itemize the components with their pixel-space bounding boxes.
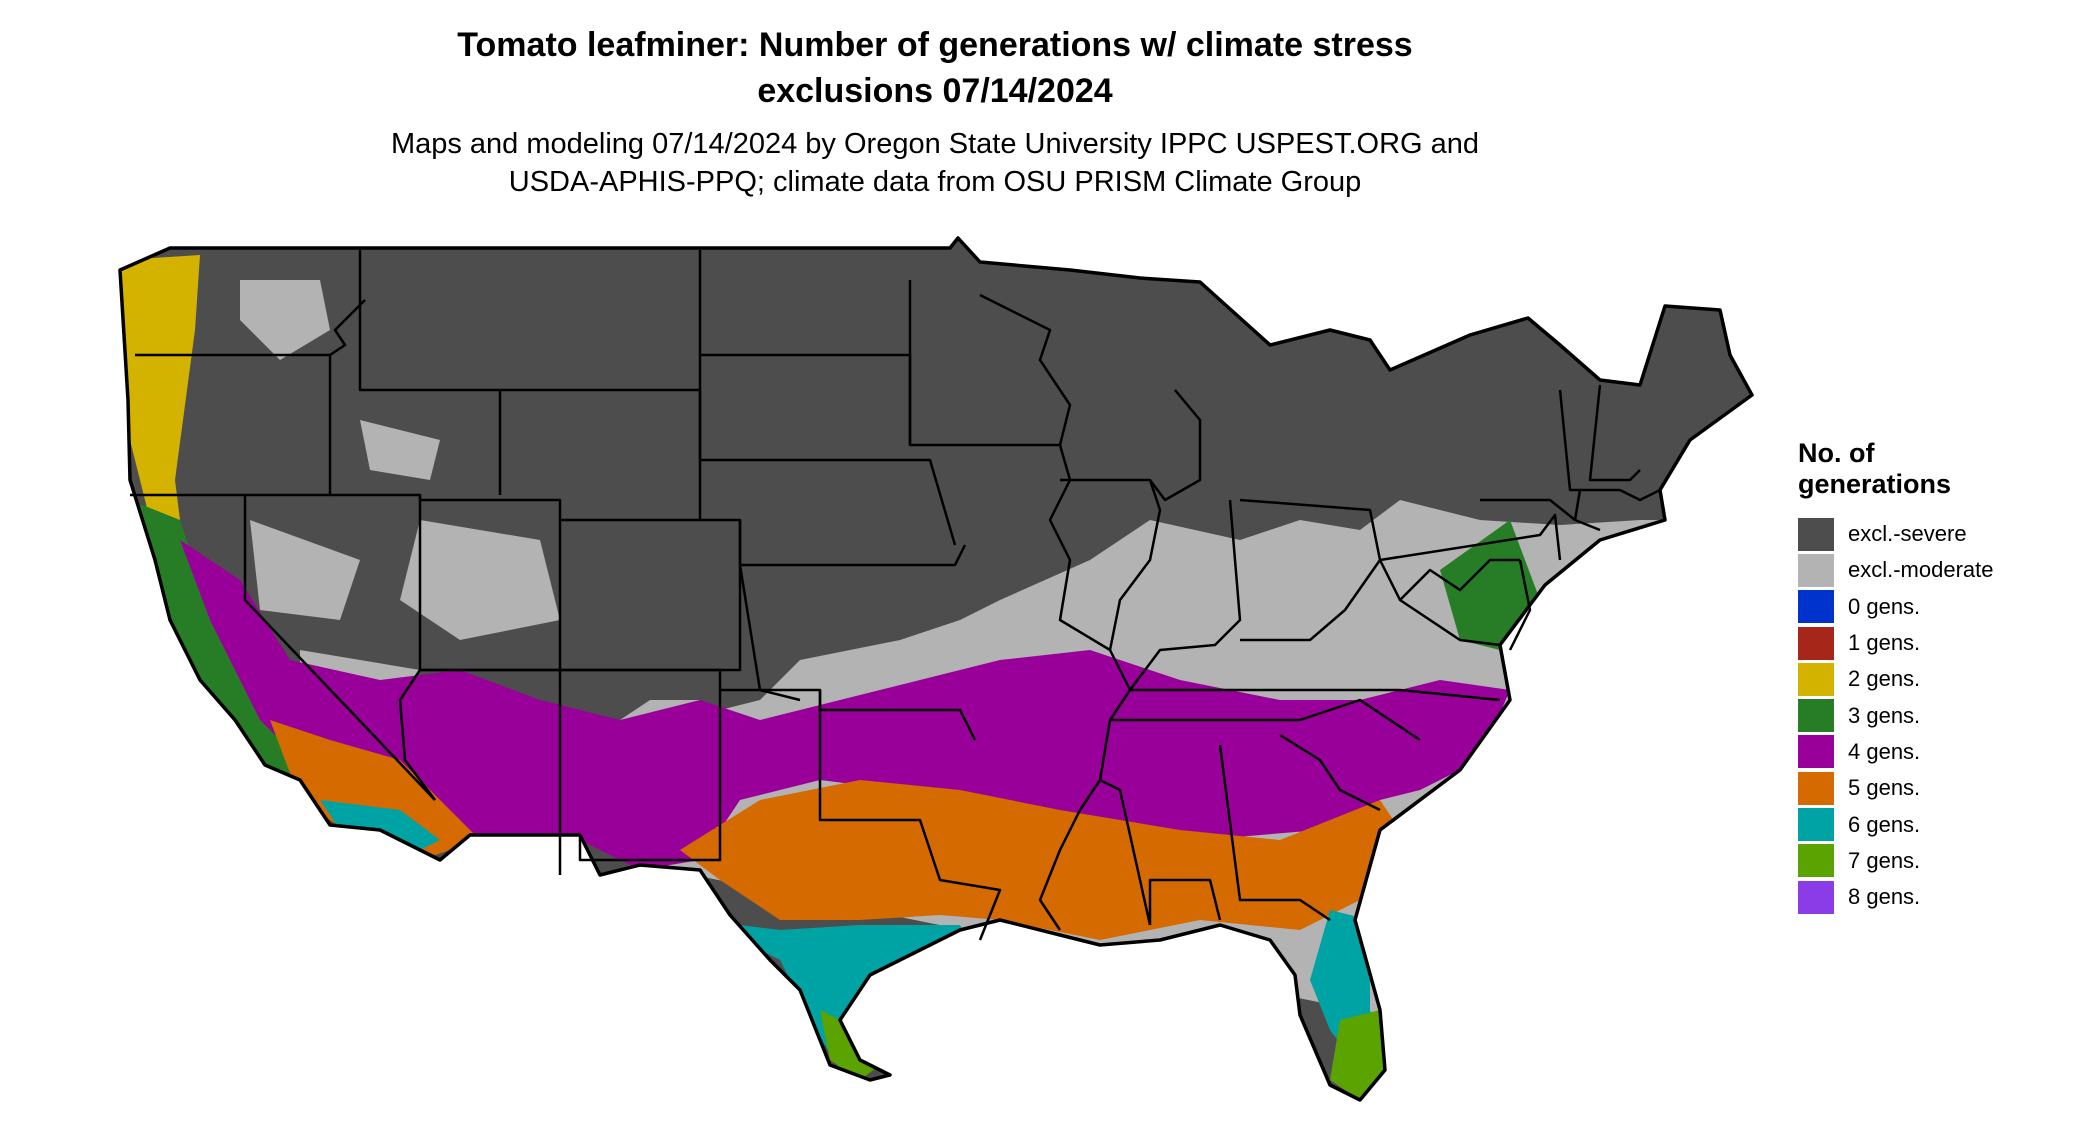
- region-3-gens-west: [130, 500, 330, 830]
- legend-label: 1 gens.: [1848, 630, 1921, 656]
- legend-item: 5 gens.: [1798, 770, 2078, 806]
- legend-items: excl.-severe excl.-moderate 0 gens. 1 gens.…: [1798, 516, 2078, 915]
- legend-swatch: [1798, 735, 1834, 769]
- legend-swatch: [1798, 517, 1834, 551]
- legend-swatch: [1798, 590, 1834, 624]
- legend-label: excl.-severe: [1848, 521, 1967, 547]
- us-generations-map: [118, 236, 1754, 1102]
- legend: No. of generations excl.-severe excl.-mod…: [1798, 438, 2078, 915]
- legend-item: 7 gens.: [1798, 843, 2078, 879]
- legend-label: 3 gens.: [1848, 702, 1921, 728]
- state-borders: [130, 250, 1661, 941]
- legend-item: excl.-severe: [1798, 516, 2078, 552]
- legend-title: No. of generations: [1798, 438, 2078, 500]
- legend-label: 8 gens.: [1848, 884, 1921, 910]
- legend-swatch: [1798, 662, 1834, 696]
- legend-swatch: [1798, 553, 1834, 587]
- region-excl-moderate-west: [240, 280, 560, 720]
- map-subtitle-line1: Maps and modeling 07/14/2024 by Oregon S…: [390, 128, 1480, 160]
- legend-swatch: [1798, 699, 1834, 733]
- legend-label: 2 gens.: [1848, 666, 1921, 692]
- legend-swatch: [1798, 626, 1834, 660]
- map-subtitle-line2: USDA-APHIS-PPQ; climate data from OSU PR…: [508, 166, 1362, 198]
- region-6-gens: [320, 800, 1385, 1070]
- map-title-line1: Tomato leafminer: Number of generations …: [457, 26, 1413, 64]
- region-5-gens: [270, 720, 1400, 940]
- legend-label: 7 gens.: [1848, 847, 1921, 873]
- region-3-gens-east: [1440, 520, 1540, 650]
- legend-swatch: [1798, 880, 1834, 914]
- legend-item: excl.-moderate: [1798, 552, 2078, 588]
- legend-label: excl.-moderate: [1848, 557, 1994, 583]
- legend-swatch: [1798, 808, 1834, 842]
- us-outline: [118, 236, 1754, 1102]
- legend-item: 3 gens.: [1798, 697, 2078, 733]
- legend-label: 6 gens.: [1848, 811, 1921, 837]
- legend-item: 1 gens.: [1798, 625, 2078, 661]
- region-4-gens: [180, 540, 1510, 870]
- legend-label: 4 gens.: [1848, 738, 1921, 764]
- legend-title-line2: generations: [1798, 469, 1952, 499]
- legend-item: 0 gens.: [1798, 589, 2078, 625]
- region-7-gens: [820, 1010, 1385, 1100]
- legend-label: 0 gens.: [1848, 593, 1921, 619]
- legend-swatch: [1798, 844, 1834, 878]
- legend-item: 8 gens.: [1798, 879, 2078, 915]
- map-title-line2: exclusions 07/14/2024: [757, 72, 1113, 110]
- map-title: Tomato leafminer: Number of generations …: [0, 22, 1870, 114]
- legend-swatch: [1798, 771, 1834, 805]
- region-2-gens: [120, 255, 200, 520]
- map-subtitle: Maps and modeling 07/14/2024 by Oregon S…: [0, 125, 1870, 201]
- generation-regions: [120, 238, 1752, 1100]
- legend-item: 4 gens.: [1798, 734, 2078, 770]
- legend-label: 5 gens.: [1848, 775, 1921, 801]
- legend-item: 2 gens.: [1798, 661, 2078, 697]
- legend-item: 6 gens.: [1798, 806, 2078, 842]
- legend-title-line1: No. of: [1798, 438, 1875, 468]
